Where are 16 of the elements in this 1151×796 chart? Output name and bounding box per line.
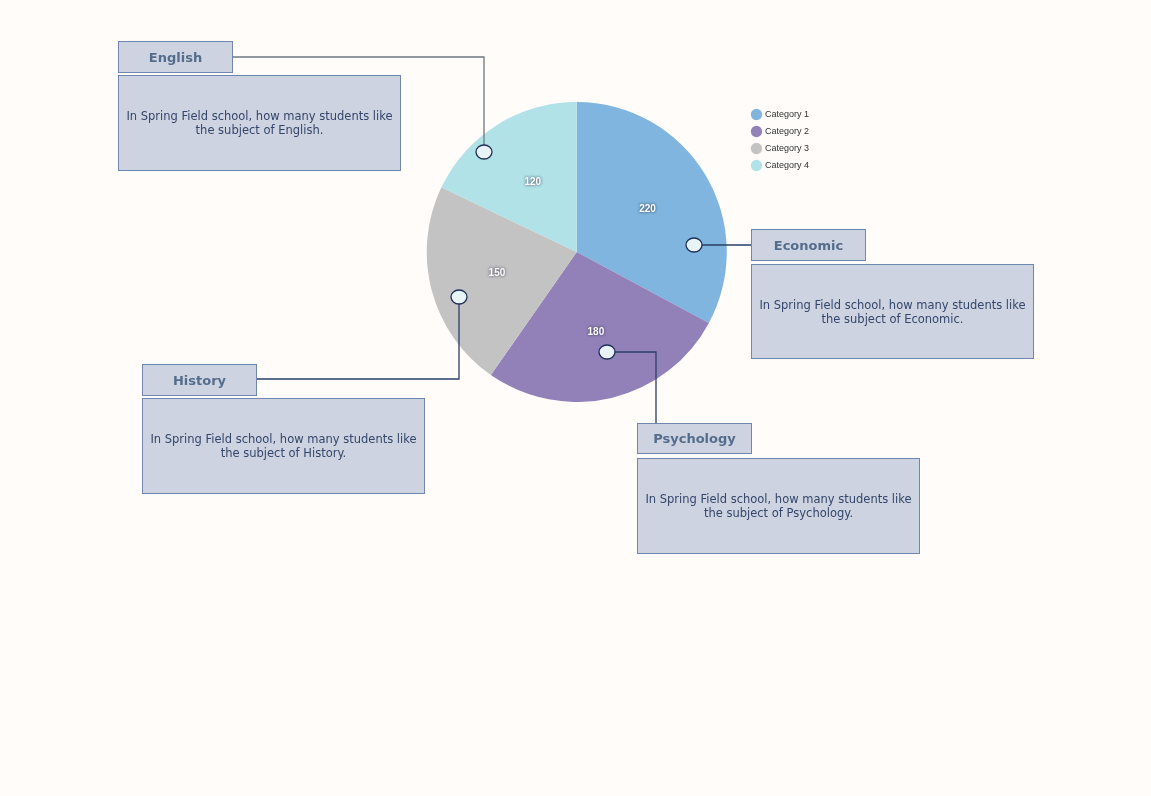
text: History xyxy=(142,364,257,396)
legend-label: Category 4 xyxy=(764,159,810,170)
text: Economic xyxy=(751,229,866,261)
text: In Spring Field school, how many students like the subject of Psychology. xyxy=(637,458,920,554)
text: Psychology xyxy=(637,423,752,454)
data-label: 180 xyxy=(587,325,605,337)
text: English xyxy=(118,41,233,73)
text: In Spring Field school, how many students like the subject of Economic. xyxy=(751,264,1034,359)
legend-label: Category 2 xyxy=(764,125,810,136)
text: In Spring Field school, how many students like the subject of History. xyxy=(142,398,425,494)
legend-label: Category 3 xyxy=(764,142,810,153)
text: In Spring Field school, how many students like the subject of English. xyxy=(118,75,401,171)
legend-label: Category 1 xyxy=(764,108,810,119)
data-label: 120 xyxy=(524,175,542,187)
data-label: 220 xyxy=(639,203,657,215)
data-label: 150 xyxy=(488,266,506,278)
